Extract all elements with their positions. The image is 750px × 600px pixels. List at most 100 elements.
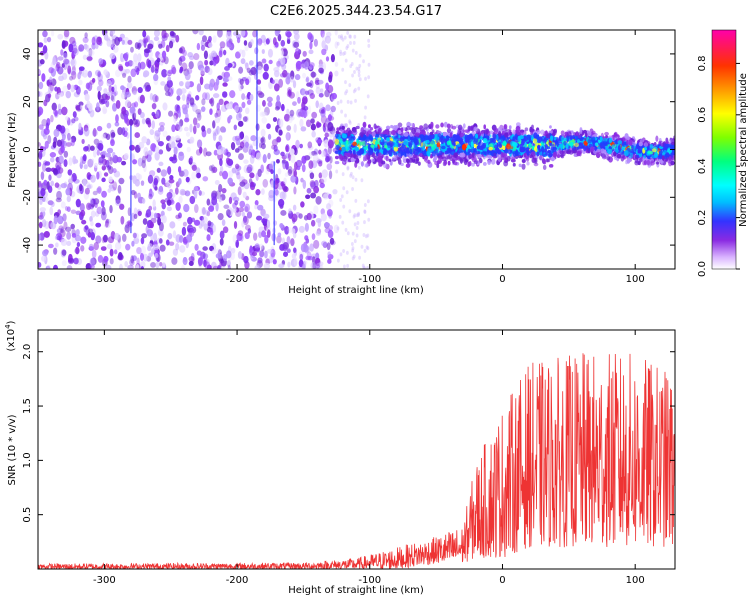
- spectrogram-noise-speck: [262, 71, 269, 80]
- spectrogram-noise-speck: [304, 90, 310, 96]
- spectrogram-noise-speck: [101, 165, 107, 171]
- spectrogram-signal-speck: [616, 153, 622, 159]
- spectrogram-noise-speck: [354, 177, 358, 182]
- spectrogram-noise-speck: [49, 152, 57, 158]
- spectrogram-noise-speck: [363, 115, 367, 120]
- spectrogram-noise-speck: [78, 79, 83, 86]
- spectrogram-noise-speck: [139, 61, 146, 70]
- spectrogram-noise-speck: [75, 246, 80, 255]
- spectrogram-noise-speck: [244, 62, 249, 67]
- spectrogram-noise-speck: [52, 109, 59, 116]
- spectrogram-noise-speck: [156, 167, 161, 173]
- spectrogram-noise-speck: [295, 47, 300, 55]
- spectrogram-noise-speck: [339, 252, 343, 257]
- spectrogram-signal-speck: [459, 152, 464, 158]
- spectrogram-noise-speck: [261, 111, 268, 117]
- spectrogram-signal-speck: [377, 152, 382, 159]
- spectrogram-noise-speck: [45, 167, 52, 173]
- spectrogram-noise-speck: [168, 241, 175, 246]
- spectrogram-noise-speck: [136, 257, 140, 267]
- spectrogram-noise-speck: [212, 166, 218, 173]
- spectrogram-signal-speck: [537, 136, 542, 143]
- spectrogram-noise-speck: [325, 104, 331, 112]
- spectrogram-signal-speck: [482, 161, 487, 166]
- spectrogram-noise-speck: [92, 149, 97, 158]
- spectrogram-noise-speck: [69, 75, 74, 81]
- spectrogram-noise-speck: [219, 230, 225, 239]
- spectrogram-noise-speck: [151, 120, 156, 130]
- spectrogram-noise-speck: [270, 248, 276, 258]
- spectrogram-signal-speck: [573, 131, 576, 136]
- spectrogram-noise-speck: [261, 116, 268, 124]
- spectrogram-noise-speck: [43, 127, 50, 135]
- spectrogram-noise-speck: [91, 36, 96, 46]
- spectrogram-noise-speck: [346, 263, 350, 268]
- spectrogram-noise-speck: [219, 165, 224, 174]
- spectrogram-noise-speck: [301, 164, 306, 173]
- spectrogram-noise-speck: [363, 248, 367, 253]
- spectrogram-noise-speck: [125, 243, 131, 251]
- spectrogram-noise-speck: [48, 174, 52, 181]
- spectrogram-noise-speck: [289, 148, 295, 156]
- spectrogram-signal-speck: [501, 152, 506, 157]
- spectrogram-signal-speck: [354, 147, 359, 151]
- spectrogram-noise-speck: [100, 200, 105, 208]
- spectrogram-noise-speck: [168, 178, 175, 184]
- spectrogram-signal-speck: [503, 160, 509, 167]
- snr-x-label: Height of straight line (km): [288, 585, 424, 596]
- spectrogram-noise-speck: [363, 203, 367, 208]
- spectrogram-noise-speck: [162, 102, 168, 111]
- spectrogram-noise-speck: [298, 213, 303, 219]
- spectrogram-noise-speck: [191, 164, 197, 171]
- spectrogram-signal-speck: [502, 142, 507, 146]
- spectrogram-signal-speck: [352, 128, 357, 133]
- spectrogram-signal-speck: [542, 164, 547, 170]
- spectrogram-noise-speck: [278, 78, 284, 88]
- spectrogram-noise-speck: [186, 146, 191, 153]
- spectrogram-signal-speck: [493, 144, 498, 149]
- spectrogram-noise-speck: [95, 222, 102, 228]
- spectrogram-noise-speck: [349, 173, 353, 178]
- spectrogram-noise-speck: [143, 70, 150, 77]
- spectrogram-noise-speck: [218, 196, 223, 203]
- spectrogram-noise-speck: [44, 220, 50, 230]
- spectrogram-noise-speck: [83, 164, 88, 170]
- spectrogram-noise-speck: [276, 94, 280, 103]
- spectrogram-noise-speck: [335, 169, 339, 174]
- spectrogram-noise-speck: [266, 229, 271, 238]
- spectrogram-signal-speck: [530, 131, 533, 136]
- spectrogram-noise-speck: [318, 79, 324, 85]
- spectrogram-noise-speck: [310, 261, 316, 269]
- spectrogram-noise-speck: [270, 169, 274, 175]
- spectrogram-x-tick-label: 0: [499, 274, 505, 285]
- spectrogram-noise-speck: [208, 82, 214, 91]
- spectrogram-signal-speck: [629, 149, 635, 153]
- spectrogram-noise-speck: [137, 86, 143, 94]
- spectrogram-noise-speck: [286, 248, 291, 254]
- spectrogram-noise-speck: [120, 215, 125, 225]
- spectrogram-noise-speck: [340, 109, 344, 114]
- spectrogram-noise-speck: [362, 233, 366, 238]
- spectrogram-signal-speck: [543, 160, 547, 165]
- spectrogram-noise-speck: [147, 121, 152, 128]
- spectrogram-signal-speck: [397, 158, 402, 165]
- spectrogram-signal-speck: [529, 128, 535, 132]
- spectrogram-signal-speck: [518, 163, 522, 168]
- spectrogram-noise-speck: [96, 171, 100, 180]
- spectrogram-signal-speck: [487, 159, 491, 165]
- spectrogram-noise-speck: [169, 30, 175, 37]
- spectrogram-noise-speck: [112, 181, 118, 191]
- spectrogram-noise-speck: [142, 253, 149, 262]
- spectrogram-noise-speck: [158, 43, 163, 49]
- spectrogram-signal-speck: [497, 127, 502, 133]
- spectrogram-signal-speck: [444, 150, 448, 155]
- spectrogram-signal-speck: [601, 153, 606, 158]
- spectrogram-noise-speck: [115, 99, 121, 109]
- spectrogram-noise-speck: [88, 183, 93, 190]
- spectrogram-signal-speck: [388, 150, 393, 157]
- spectrogram-signal-speck: [383, 133, 388, 138]
- spectrogram-noise-speck: [140, 245, 147, 255]
- spectrogram-noise-speck: [131, 240, 135, 247]
- spectrogram-signal-speck: [453, 161, 458, 166]
